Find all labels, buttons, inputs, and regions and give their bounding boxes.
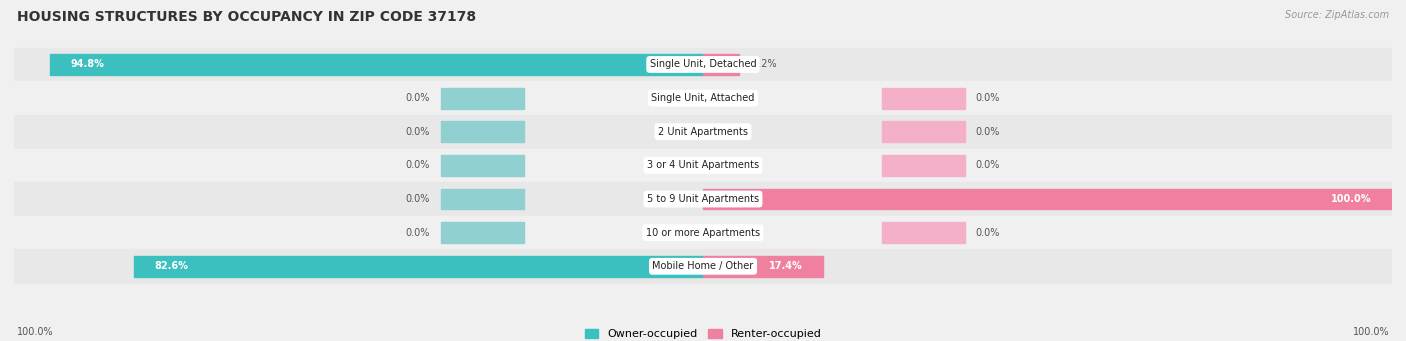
Text: 0.0%: 0.0% [406, 194, 430, 204]
Bar [882, 121, 965, 142]
Bar [134, 256, 703, 277]
Text: 0.0%: 0.0% [406, 228, 430, 238]
Text: 94.8%: 94.8% [70, 59, 104, 70]
Bar [441, 88, 524, 108]
Text: 82.6%: 82.6% [155, 261, 188, 271]
Bar [441, 222, 524, 243]
Text: 0.0%: 0.0% [976, 93, 1000, 103]
Text: 5 to 9 Unit Apartments: 5 to 9 Unit Apartments [647, 194, 759, 204]
Text: 3 or 4 Unit Apartments: 3 or 4 Unit Apartments [647, 160, 759, 170]
Text: 10 or more Apartments: 10 or more Apartments [645, 228, 761, 238]
Bar [14, 216, 1392, 250]
Bar [441, 121, 524, 142]
Bar [14, 81, 1392, 115]
Bar [441, 155, 524, 176]
Text: 0.0%: 0.0% [976, 228, 1000, 238]
Bar [882, 155, 965, 176]
Bar [703, 256, 823, 277]
Text: Source: ZipAtlas.com: Source: ZipAtlas.com [1285, 10, 1389, 20]
Bar [703, 189, 1392, 209]
Bar [882, 88, 965, 108]
Text: 5.2%: 5.2% [752, 59, 778, 70]
Text: Single Unit, Attached: Single Unit, Attached [651, 93, 755, 103]
Bar [49, 54, 703, 75]
Bar [14, 149, 1392, 182]
Text: 100.0%: 100.0% [1353, 327, 1389, 337]
Text: 0.0%: 0.0% [406, 160, 430, 170]
Text: 0.0%: 0.0% [976, 160, 1000, 170]
Bar [14, 250, 1392, 283]
Bar [703, 54, 738, 75]
Text: 0.0%: 0.0% [406, 93, 430, 103]
Text: 100.0%: 100.0% [1330, 194, 1371, 204]
Bar [14, 115, 1392, 149]
Text: 0.0%: 0.0% [976, 127, 1000, 137]
Text: 100.0%: 100.0% [17, 327, 53, 337]
Bar [882, 222, 965, 243]
Text: 2 Unit Apartments: 2 Unit Apartments [658, 127, 748, 137]
Bar [441, 189, 524, 209]
Text: Single Unit, Detached: Single Unit, Detached [650, 59, 756, 70]
Bar [14, 48, 1392, 81]
Text: HOUSING STRUCTURES BY OCCUPANCY IN ZIP CODE 37178: HOUSING STRUCTURES BY OCCUPANCY IN ZIP C… [17, 10, 477, 24]
Text: 17.4%: 17.4% [769, 261, 803, 271]
Text: 0.0%: 0.0% [406, 127, 430, 137]
Text: Mobile Home / Other: Mobile Home / Other [652, 261, 754, 271]
Legend: Owner-occupied, Renter-occupied: Owner-occupied, Renter-occupied [585, 329, 821, 339]
Bar [14, 182, 1392, 216]
